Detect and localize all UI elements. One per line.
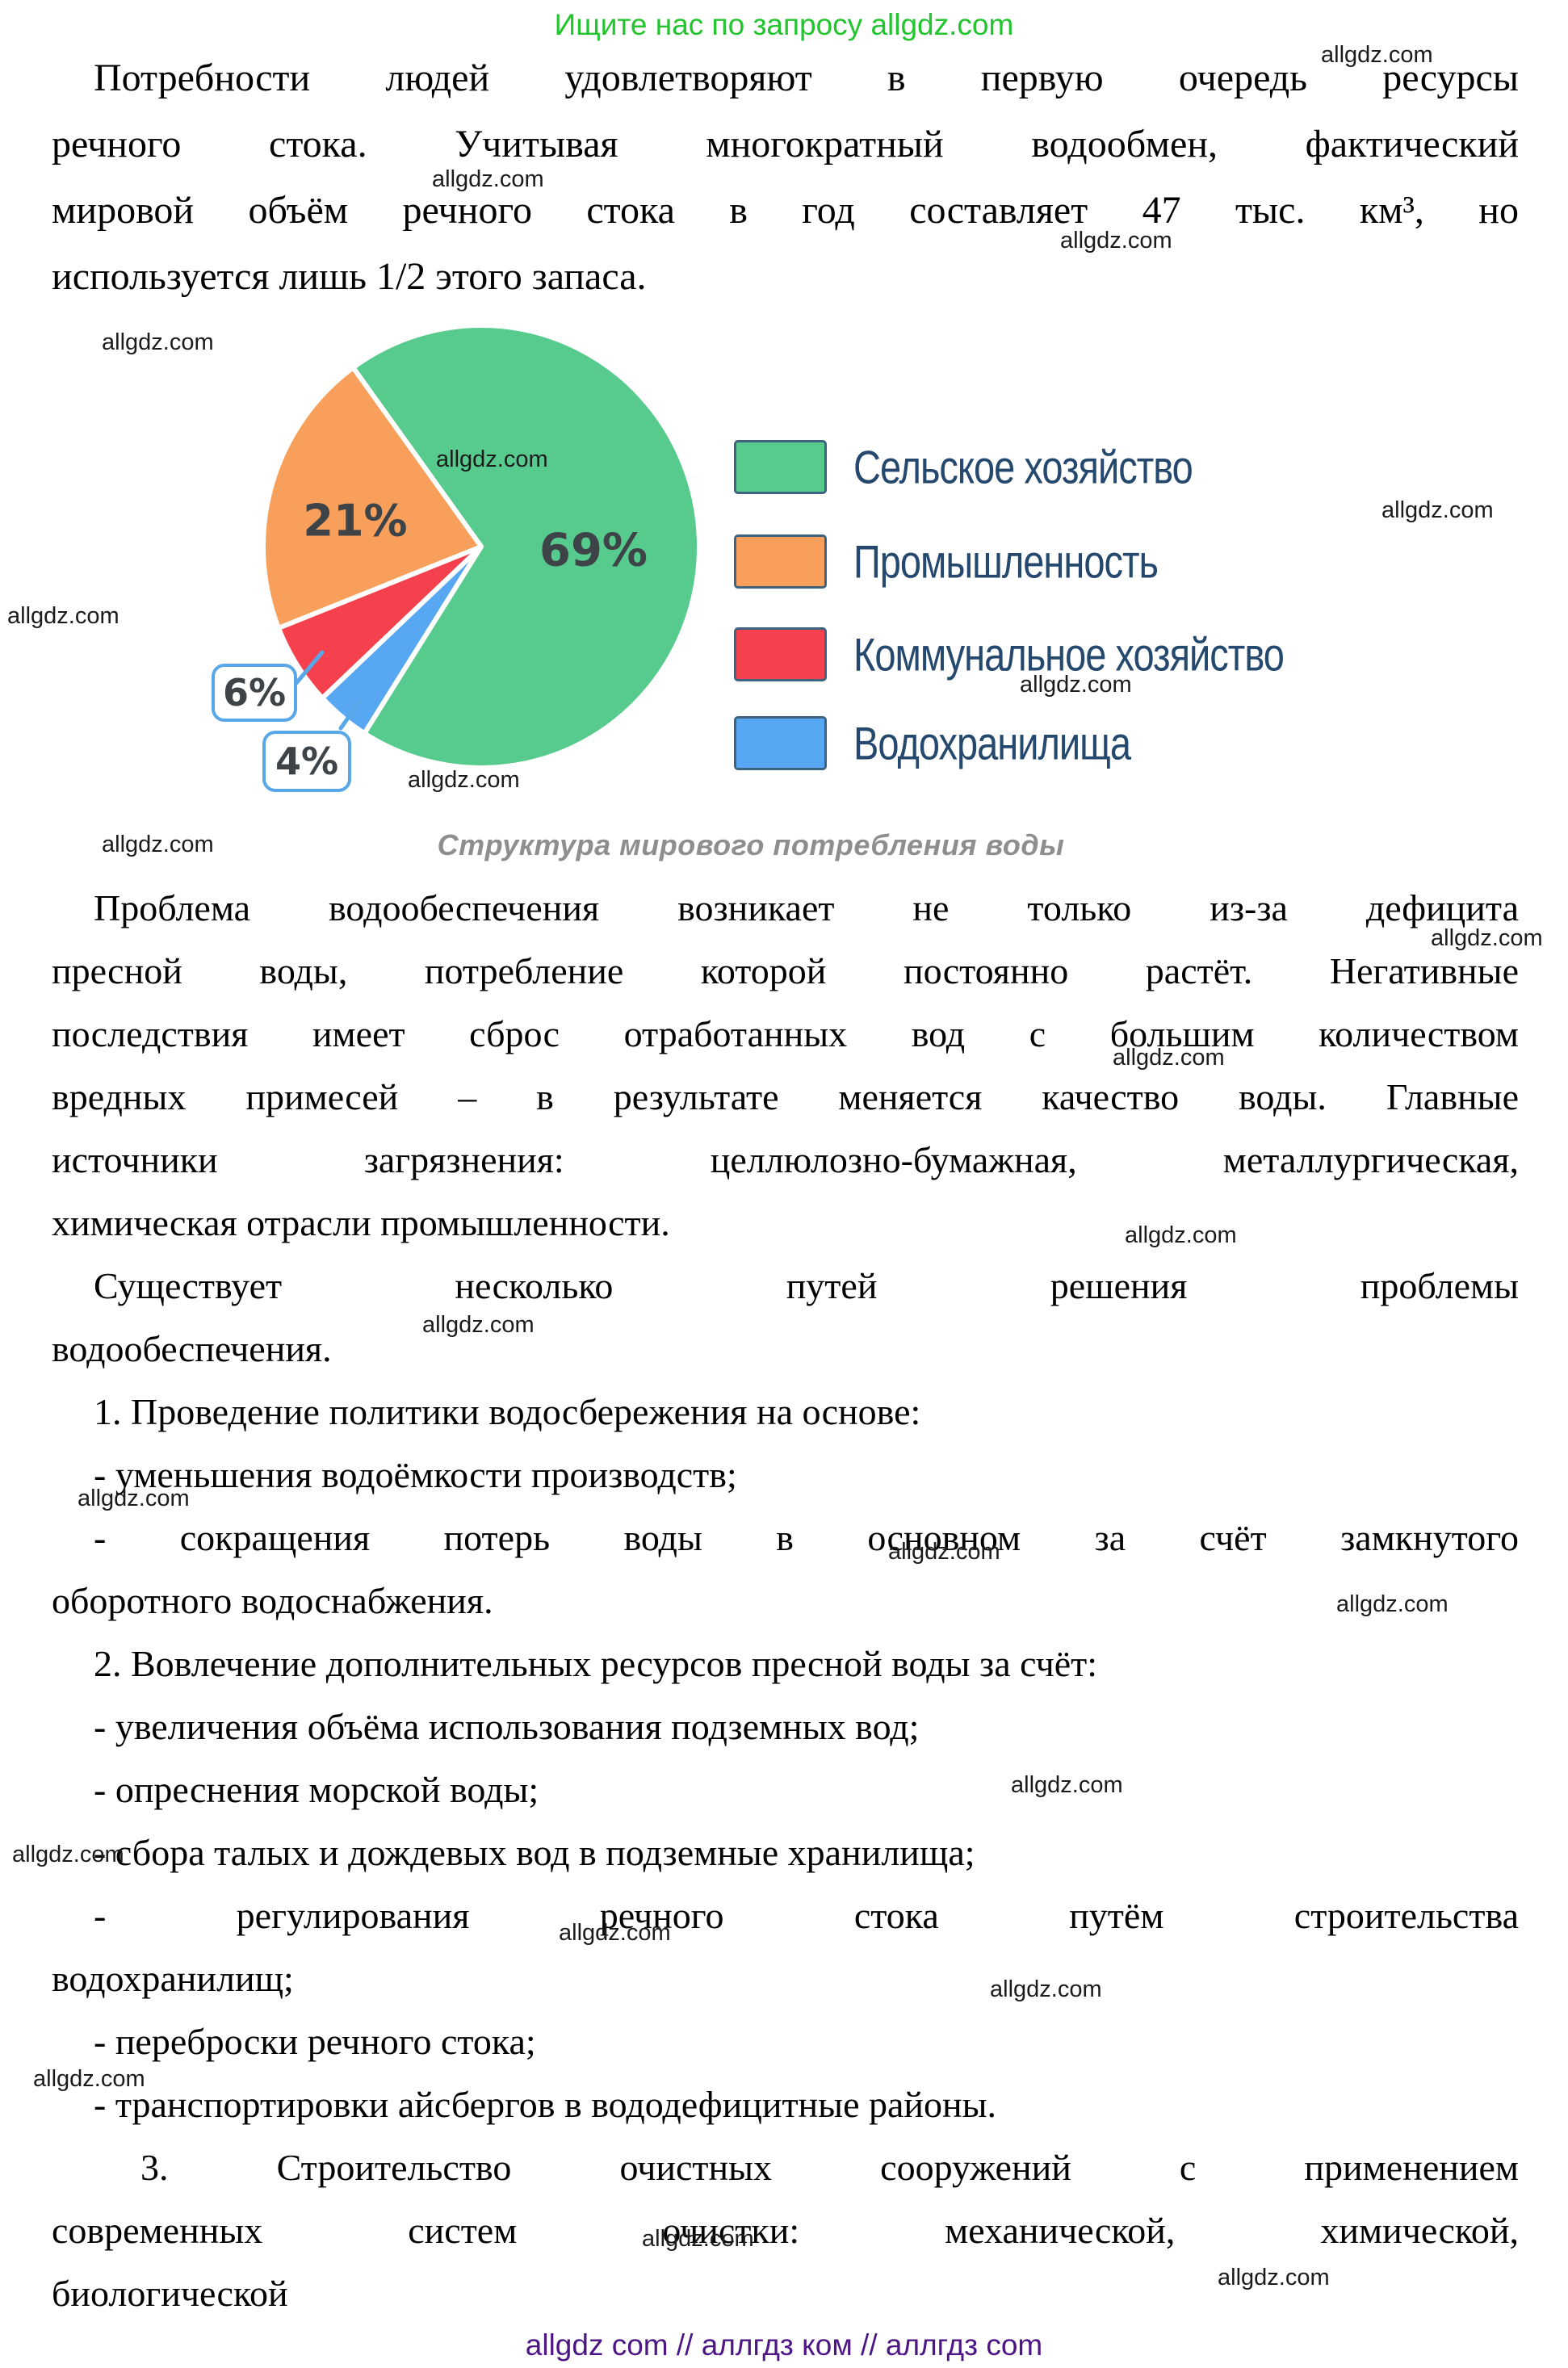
footer-watermark: allgdz com // аллгдз ком // аллгдз com [525,2328,1043,2362]
pie-slice-2 [261,365,484,631]
text-line: - переброски речного стока; [94,2021,536,2062]
watermark: allgdz.com [990,1976,1102,2002]
text-line: - транспортировки айсбергов в вододефици… [94,2084,997,2125]
watermark: allgdz.com [1381,497,1494,523]
watermark: allgdz.com [888,1539,1000,1565]
watermark: allgdz.com [1336,1591,1449,1617]
chart-legend: Сельское хозяйство Промышленность Коммунал… [734,315,1364,799]
legend-label: Сельское хозяйство [853,441,1193,493]
intro-paragraph: Потребности людей удовлетворяют в первую… [52,45,1519,310]
text-line: - опреснения морской воды; [94,1769,539,1810]
watermark: allgdz.com [12,1842,124,1867]
watermark: allgdz.com [432,166,544,192]
text-line: пресной воды, потребление которой постоя… [52,950,1519,991]
watermark: allgdz.com [408,767,520,793]
watermark: allgdz.com [1113,1045,1225,1071]
text-line: - уменьшения водоёмкости производств; [94,1454,737,1495]
legend-swatch [734,716,827,770]
watermark: allgdz.com [102,832,214,857]
legend-row: Промышленность [734,534,1159,589]
text-line: вредных примесей – в результате меняется… [52,1076,1519,1117]
text-line: оборотного водоснабжения. [52,1580,493,1621]
text-line: используется лишь 1/2 этого запаса. [52,255,647,298]
watermark: allgdz.com [559,1920,671,1946]
text-line: 1. Проведение политики водосбережения на… [94,1391,921,1432]
watermark: allgdz.com [1020,672,1132,698]
text-line: биологической [52,2273,288,2314]
text-line: Проблема водообеспечения возникает не то… [94,887,1519,928]
watermark: allgdz.com [1321,42,1433,68]
legend-label: Водохранилища [853,717,1131,769]
legend-label: Коммунальное хозяйство [853,628,1285,681]
text-line: последствия имеет сброс отработанных вод… [52,1013,1519,1054]
chart-caption: Структура мирового потребления воды [437,828,1065,861]
watermark: allgdz.com [1011,1772,1123,1798]
text-line: источники загрязнения: целлюлозно-бумажн… [52,1139,1519,1180]
callout-reservoirs: 4% [262,731,351,792]
legend-swatch [734,627,827,681]
watermark: allgdz.com [7,603,119,629]
text-line: современных систем очистки: механической… [52,2210,1519,2251]
callout-leader-blue [338,698,363,731]
legend-row: Сельское хозяйство [734,440,1193,494]
legend-row: Коммунальное хозяйство [734,627,1285,681]
text-line: - сбора талых и дождевых вод в подземные… [94,1832,975,1873]
callout-communal: 6% [212,664,297,722]
text-line: мировой объём речного стока в год состав… [52,189,1519,232]
text-line: 2. Вовлечение дополнительных ресурсов пр… [94,1643,1098,1684]
pie-slices [261,323,702,770]
callout-leader-red [290,650,325,690]
pie-chart-svg [261,323,702,770]
watermark: allgdz.com [1431,925,1543,951]
watermark: allgdz.com [1060,228,1172,254]
watermark: allgdz.com [422,1312,535,1338]
pie-label-agriculture: 69% [539,524,648,577]
text-line: речного стока. Учитывая многократный вод… [52,123,1519,166]
text-line: 3. Строительство очистных сооружений с п… [140,2147,1519,2188]
watermark: allgdz.com [1218,2265,1330,2290]
text-line: водохранилищ; [52,1958,294,1999]
legend-swatch [734,440,827,494]
text-line: - сокращения потерь воды в основном за с… [94,1517,1519,1558]
legend-swatch [734,534,827,589]
text-line: водообеспечения. [52,1328,332,1369]
watermark: allgdz.com [436,446,548,472]
text-line: химическая отрасли промышленности. [52,1202,670,1243]
main-text: Проблема водообеспечения возникает не то… [52,877,1519,2325]
text-line: Существует несколько путей решения пробл… [94,1265,1519,1306]
text-line: - регулирования речного стока путём стро… [94,1895,1519,1936]
legend-label: Промышленность [853,535,1159,588]
text-line: - увеличения объёма использования подзем… [94,1706,920,1747]
legend-row: Водохранилища [734,716,1131,770]
pie-chart-figure: 69% 21% 6% 4% Сельское хозяйство Промышле… [202,315,1373,888]
promo-banner: Ищите нас по запросу allgdz.com [554,8,1014,41]
watermark: allgdz.com [78,1486,190,1511]
pie-slice-1 [350,323,702,770]
watermark: allgdz.com [1125,1222,1237,1248]
watermark: allgdz.com [33,2066,145,2092]
watermark: allgdz.com [642,2226,754,2252]
watermark: allgdz.com [102,329,214,355]
pie-label-industry: 21% [303,495,408,547]
text-line: Потребности людей удовлетворяют в первую… [94,57,1519,99]
